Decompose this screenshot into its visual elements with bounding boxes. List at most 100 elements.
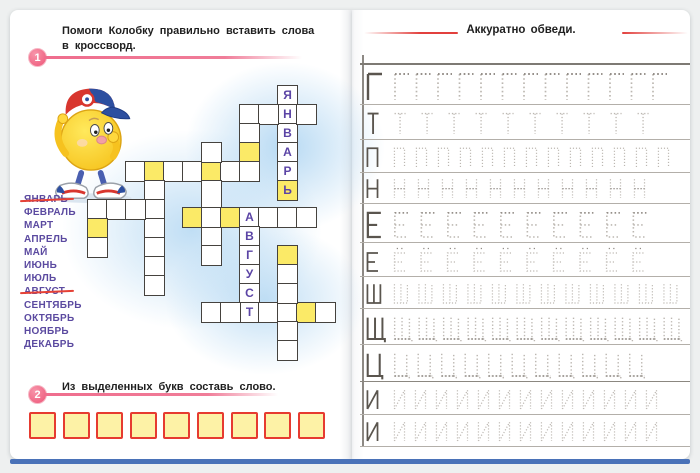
trace-letter-dotted[interactable] xyxy=(591,147,604,167)
trace-letter-dotted[interactable] xyxy=(519,421,532,442)
crossword-cell-Т[interactable]: Т xyxy=(239,302,260,323)
trace-letter-dotted[interactable] xyxy=(487,353,505,380)
crossword-cell[interactable] xyxy=(315,302,336,323)
trace-letter-dotted[interactable] xyxy=(480,73,495,100)
crossword-cell-С[interactable]: С xyxy=(239,283,260,304)
trace-letter-dotted[interactable] xyxy=(534,353,552,380)
trace-letter-dotted[interactable] xyxy=(516,284,531,304)
crossword-cell[interactable] xyxy=(239,104,260,125)
trace-row-и-9[interactable] xyxy=(360,381,690,415)
trace-letter-dotted[interactable] xyxy=(633,179,646,198)
trace-letter-dotted[interactable] xyxy=(523,73,538,100)
trace-letter-dotted[interactable] xyxy=(447,212,461,238)
crossword-cell[interactable] xyxy=(296,104,317,125)
trace-letter-dotted[interactable] xyxy=(500,212,514,238)
trace-letter-dotted[interactable] xyxy=(589,284,605,304)
crossword-cell[interactable] xyxy=(239,161,260,182)
trace-letter-dotted[interactable] xyxy=(437,73,452,100)
trace-letter-dotted[interactable] xyxy=(418,284,433,304)
trace-letter-dotted[interactable] xyxy=(632,252,644,272)
trace-letter-dotted[interactable] xyxy=(582,421,595,442)
trace-letter-dotted[interactable] xyxy=(393,147,406,167)
crossword-cell[interactable] xyxy=(277,321,298,342)
crossword-cell-Н[interactable]: Н xyxy=(277,104,298,125)
trace-letter-dotted[interactable] xyxy=(511,353,528,380)
crossword-cell-Р[interactable]: Р xyxy=(277,161,298,182)
crossword-cell[interactable] xyxy=(201,226,222,247)
crossword-cell[interactable] xyxy=(125,199,146,220)
crossword-cell[interactable] xyxy=(296,302,317,323)
trace-letter-dotted[interactable] xyxy=(473,212,488,238)
trace-letter-dotted[interactable] xyxy=(638,284,654,304)
crossword-cell[interactable] xyxy=(277,340,298,361)
trace-letter-dotted[interactable] xyxy=(467,284,482,304)
trace-letter-dotted[interactable] xyxy=(606,212,620,238)
crossword-cell[interactable] xyxy=(144,218,165,239)
trace-letter-dotted[interactable] xyxy=(393,252,406,272)
trace-letter-dotted[interactable] xyxy=(635,147,648,167)
crossword-cell-А[interactable]: А xyxy=(239,207,260,228)
trace-letter-dotted[interactable] xyxy=(663,284,678,304)
crossword-cell[interactable] xyxy=(144,237,165,258)
trace-letter-dotted[interactable] xyxy=(464,353,481,380)
trace-letter-dotted[interactable] xyxy=(569,147,582,167)
trace-letter-dotted[interactable] xyxy=(645,421,658,442)
answer-letter-box-9[interactable] xyxy=(297,412,325,439)
trace-letter-dotted[interactable] xyxy=(394,73,409,100)
trace-letter-dotted[interactable] xyxy=(547,147,560,167)
answer-letter-box-1[interactable] xyxy=(29,412,56,439)
trace-row-н-3[interactable] xyxy=(360,172,690,204)
trace-letter-dotted[interactable] xyxy=(456,389,469,410)
trace-letter-dotted[interactable] xyxy=(614,284,629,304)
trace-letter-dotted[interactable] xyxy=(435,421,448,442)
trace-letter-dotted[interactable] xyxy=(605,252,618,272)
crossword-cell[interactable] xyxy=(87,199,108,220)
trace-letter-dotted[interactable] xyxy=(498,389,511,410)
trace-letter-dotted[interactable] xyxy=(526,252,538,272)
trace-letter-dotted[interactable] xyxy=(610,112,622,134)
crossword-cell[interactable] xyxy=(201,302,222,323)
trace-letter-dotted[interactable] xyxy=(499,252,512,272)
trace-letter-dotted[interactable] xyxy=(537,179,550,198)
trace-letter-dotted[interactable] xyxy=(581,353,599,380)
trace-letter-dotted[interactable] xyxy=(579,212,594,238)
trace-letter-dotted[interactable] xyxy=(441,179,454,198)
trace-letter-dotted[interactable] xyxy=(446,252,459,272)
trace-letter-dotted[interactable] xyxy=(540,389,553,410)
trace-letter-dotted[interactable] xyxy=(440,353,458,380)
trace-letter-dotted[interactable] xyxy=(513,179,526,198)
crossword-cell[interactable] xyxy=(277,302,298,323)
answer-letter-box-2[interactable] xyxy=(62,412,90,439)
trace-letter-dotted[interactable] xyxy=(561,179,574,198)
crossword-cell[interactable] xyxy=(277,283,298,304)
answer-letter-box-5[interactable] xyxy=(163,412,191,439)
crossword-cell-У[interactable]: У xyxy=(239,264,260,285)
crossword-cell[interactable] xyxy=(87,237,108,258)
trace-letter-dotted[interactable] xyxy=(435,389,448,410)
crossword-cell-Ь[interactable]: Ь xyxy=(277,180,298,201)
trace-letter-dotted[interactable] xyxy=(448,112,460,134)
trace-letter-dotted[interactable] xyxy=(609,73,624,100)
trace-letter-dotted[interactable] xyxy=(393,353,411,380)
trace-letter-dotted[interactable] xyxy=(556,112,568,134)
trace-letter-dotted[interactable] xyxy=(529,112,541,134)
answer-letter-box-3[interactable] xyxy=(96,412,124,439)
crossword-cell[interactable] xyxy=(144,180,165,201)
trace-row-ш-6[interactable] xyxy=(360,276,690,309)
trace-letter-dotted[interactable] xyxy=(609,179,622,198)
trace-letter-dotted[interactable] xyxy=(393,284,409,304)
trace-letter-dotted[interactable] xyxy=(519,389,532,410)
crossword-cell[interactable] xyxy=(201,142,222,163)
trace-letter-dotted[interactable] xyxy=(421,112,433,134)
trace-letter-dotted[interactable] xyxy=(540,284,556,304)
trace-letter-dotted[interactable] xyxy=(415,73,431,100)
crossword-cell[interactable] xyxy=(277,245,298,266)
trace-row-и-10[interactable] xyxy=(360,414,690,447)
trace-letter-dotted[interactable] xyxy=(587,73,603,100)
trace-letter-dotted[interactable] xyxy=(477,389,490,410)
trace-letter-dotted[interactable] xyxy=(415,147,428,167)
trace-letter-dotted[interactable] xyxy=(420,252,432,272)
trace-letter-dotted[interactable] xyxy=(603,421,616,442)
trace-letter-dotted[interactable] xyxy=(414,421,427,442)
trace-letter-dotted[interactable] xyxy=(579,252,591,272)
